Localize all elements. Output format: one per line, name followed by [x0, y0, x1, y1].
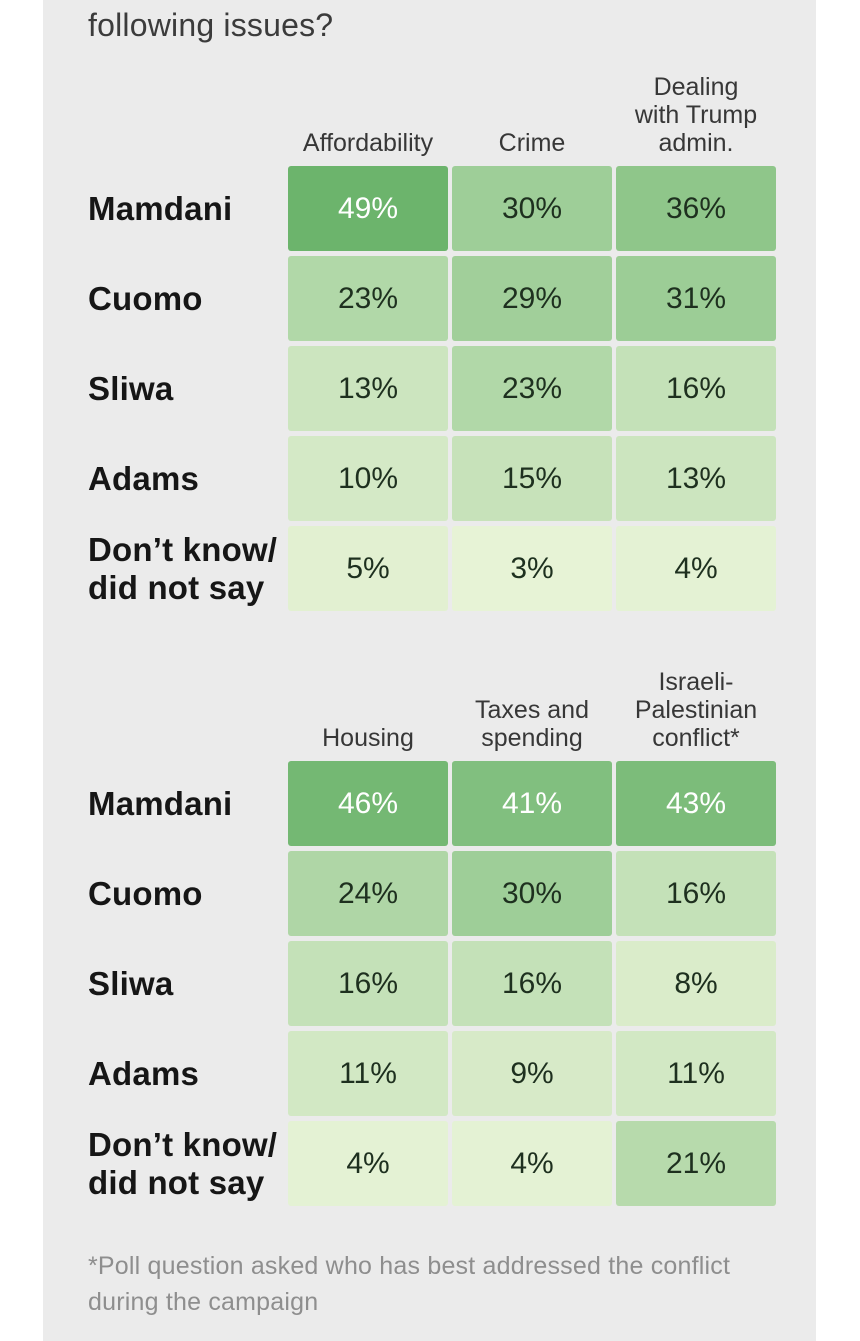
heatmap-cell: 30%	[452, 851, 612, 936]
heatmap-cell: 23%	[452, 346, 612, 431]
heatmap-cell: 9%	[452, 1031, 612, 1116]
heatmap-cell: 3%	[452, 526, 612, 611]
row-label: Sliwa	[88, 964, 174, 1002]
issues-table-2: Housing Taxes and spending Israeli- Palest…	[88, 668, 776, 1206]
heatmap-cell: 4%	[288, 1121, 448, 1206]
heatmap-cell: 43%	[616, 761, 776, 846]
heatmap-cell: 24%	[288, 851, 448, 936]
column-header: Israeli- Palestinian conflict*	[634, 668, 758, 752]
heatmap-cell: 16%	[288, 941, 448, 1026]
heatmap-cell: 5%	[288, 526, 448, 611]
heatmap-cell: 16%	[452, 941, 612, 1026]
row-label: Sliwa	[88, 369, 174, 407]
heatmap-cell: 11%	[616, 1031, 776, 1116]
heatmap-cell: 10%	[288, 436, 448, 521]
heatmap-cell: 46%	[288, 761, 448, 846]
heatmap-cell: 31%	[616, 256, 776, 341]
heatmap-cell: 16%	[616, 851, 776, 936]
heatmap-cell: 41%	[452, 761, 612, 846]
heatmap-cell: 29%	[452, 256, 612, 341]
row-label: Cuomo	[88, 279, 203, 317]
column-header: Dealing with Trump admin.	[634, 73, 758, 157]
heatmap-cell: 16%	[616, 346, 776, 431]
row-label: Cuomo	[88, 874, 203, 912]
heatmap-cell: 11%	[288, 1031, 448, 1116]
column-header: Crime	[498, 129, 566, 157]
heatmap-cell: 4%	[616, 526, 776, 611]
heatmap-cell: 30%	[452, 166, 612, 251]
row-label: Mamdani	[88, 784, 233, 822]
heatmap-cell: 21%	[616, 1121, 776, 1206]
heatmap-cell: 36%	[616, 166, 776, 251]
heatmap-cell: 13%	[288, 346, 448, 431]
heatmap-cell: 49%	[288, 166, 448, 251]
issues-table-1: Affordability Crime Dealing with Trump adm…	[88, 73, 776, 611]
heatmap-cell: 13%	[616, 436, 776, 521]
row-label: Adams	[88, 1054, 200, 1092]
row-label: Mamdani	[88, 189, 233, 227]
question-title: following issues?	[88, 7, 334, 43]
heatmap-cell: 8%	[616, 941, 776, 1026]
heatmap-cell: 23%	[288, 256, 448, 341]
column-header: Housing	[322, 724, 414, 752]
column-header: Taxes and spending	[475, 696, 589, 752]
heatmap-cell: 15%	[452, 436, 612, 521]
footnote: *Poll question asked who has best addres…	[88, 1252, 731, 1316]
row-label: Don’t know/ did not say	[88, 530, 278, 606]
heatmap-cell: 4%	[452, 1121, 612, 1206]
row-label: Don’t know/ did not say	[88, 1125, 278, 1201]
header-spacer	[88, 668, 284, 756]
row-label: Adams	[88, 459, 200, 497]
chart-panel: following issues? Affordability Crime Deal…	[43, 0, 816, 1341]
header-spacer	[88, 73, 284, 161]
column-header: Affordability	[302, 129, 434, 157]
